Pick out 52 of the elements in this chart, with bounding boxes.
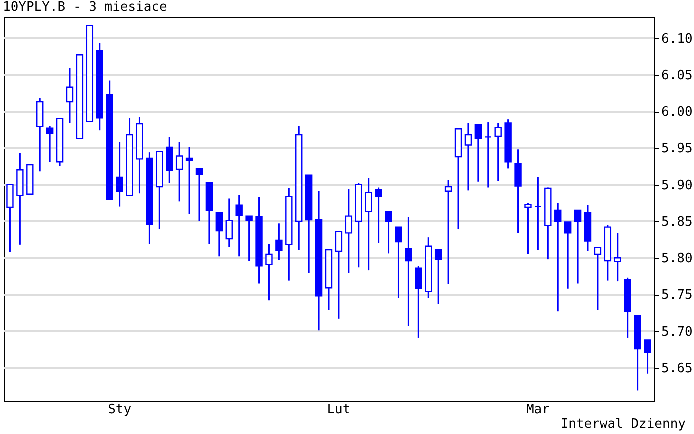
candlestick <box>514 148 522 234</box>
candlestick <box>196 168 204 222</box>
x-tick-label: Mar <box>526 402 550 418</box>
y-tick-label: 5.85 <box>662 214 693 230</box>
y-tick-label: 5.80 <box>662 252 693 267</box>
candlestick <box>484 122 492 188</box>
candlestick <box>176 142 184 202</box>
y-tick-label: 5.75 <box>662 288 693 304</box>
candlestick <box>434 249 442 306</box>
text: Interwal Dzienny <box>560 417 686 432</box>
x-tick-label: Sty <box>108 402 132 418</box>
candlestick <box>345 188 353 274</box>
candlestick <box>554 202 562 312</box>
candlestick <box>365 177 372 272</box>
candlestick <box>524 202 532 256</box>
candlestick <box>494 122 502 182</box>
candlestick <box>216 212 224 258</box>
y-tick-label: 5.95 <box>662 142 693 157</box>
y-tick-label: 5.65 <box>662 362 693 377</box>
candlestick <box>534 176 542 251</box>
y-tick-label: 6.05 <box>662 68 693 84</box>
candlestick <box>375 187 382 244</box>
candlestick <box>116 142 124 208</box>
candlestick <box>276 222 283 262</box>
candlestick <box>66 68 74 124</box>
candlestick <box>166 136 174 184</box>
candlestick <box>46 125 54 163</box>
candlestick <box>335 230 343 320</box>
candlestick <box>564 221 572 290</box>
candlestick <box>395 226 402 300</box>
y-tick-label: 6.00 <box>662 105 693 120</box>
candlestick <box>644 339 652 375</box>
candlestick <box>474 124 482 183</box>
candlestick <box>246 216 253 262</box>
y-tick-label: 6.10 <box>662 32 693 47</box>
candlestick <box>226 198 233 248</box>
y-tick-label: 5.90 <box>662 178 693 194</box>
candlestick <box>236 194 243 258</box>
candlestick <box>385 211 392 254</box>
candlestick <box>574 210 582 284</box>
candlestick <box>444 180 452 286</box>
candlestick <box>266 243 273 302</box>
candlestick <box>186 146 194 215</box>
candlestick <box>464 122 472 192</box>
y-tick-label: 5.70 <box>662 324 693 340</box>
candlestick <box>415 265 422 339</box>
candlestick <box>405 216 412 327</box>
chart-title: 10YPLY.B - 3 miesiace <box>3 0 168 15</box>
candlestick <box>594 247 602 311</box>
candlestick <box>614 232 622 282</box>
x-tick-label: Lut <box>327 402 351 418</box>
candlestick <box>6 184 14 253</box>
